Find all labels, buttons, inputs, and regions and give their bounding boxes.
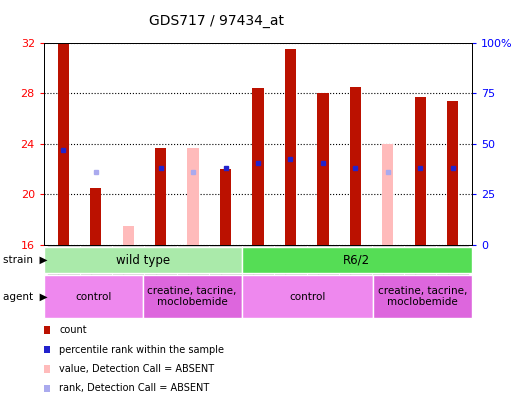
Bar	[112, 245, 144, 316]
Bar	[339, 245, 372, 316]
Bar	[58, 43, 69, 245]
Text: strain  ▶: strain ▶	[3, 255, 47, 265]
Text: GDS717 / 97434_at: GDS717 / 97434_at	[149, 14, 284, 28]
Bar	[241, 247, 472, 273]
Bar	[242, 245, 274, 316]
Text: count: count	[59, 325, 87, 335]
Text: R6/2: R6/2	[343, 254, 370, 267]
Text: creatine, tacrine,
moclobemide: creatine, tacrine, moclobemide	[148, 286, 237, 307]
Bar	[274, 245, 307, 316]
Bar	[144, 245, 177, 316]
Bar	[143, 275, 241, 318]
Bar	[317, 93, 329, 245]
Bar	[47, 245, 79, 316]
Bar	[372, 245, 404, 316]
Text: control: control	[75, 292, 111, 302]
Bar	[220, 169, 231, 245]
Bar	[373, 275, 472, 318]
Text: percentile rank within the sample: percentile rank within the sample	[59, 345, 224, 354]
Text: value, Detection Call = ABSENT: value, Detection Call = ABSENT	[59, 364, 215, 374]
Bar	[44, 275, 143, 318]
Text: rank, Detection Call = ABSENT: rank, Detection Call = ABSENT	[59, 384, 209, 393]
Bar	[447, 101, 458, 245]
Bar	[382, 144, 394, 245]
Bar	[414, 97, 426, 245]
Bar	[404, 245, 437, 316]
Text: agent  ▶: agent ▶	[3, 292, 47, 302]
Text: creatine, tacrine,
moclobemide: creatine, tacrine, moclobemide	[378, 286, 467, 307]
Bar	[122, 226, 134, 245]
Bar	[437, 245, 469, 316]
Bar	[350, 87, 361, 245]
Bar	[252, 88, 264, 245]
Text: control: control	[289, 292, 326, 302]
Bar	[90, 188, 102, 245]
Bar	[187, 147, 199, 245]
Bar	[241, 275, 373, 318]
Text: wild type: wild type	[116, 254, 170, 267]
Bar	[285, 49, 296, 245]
Bar	[44, 247, 241, 273]
Bar	[209, 245, 242, 316]
Bar	[307, 245, 339, 316]
Bar	[155, 147, 166, 245]
Bar	[177, 245, 209, 316]
Bar	[79, 245, 112, 316]
